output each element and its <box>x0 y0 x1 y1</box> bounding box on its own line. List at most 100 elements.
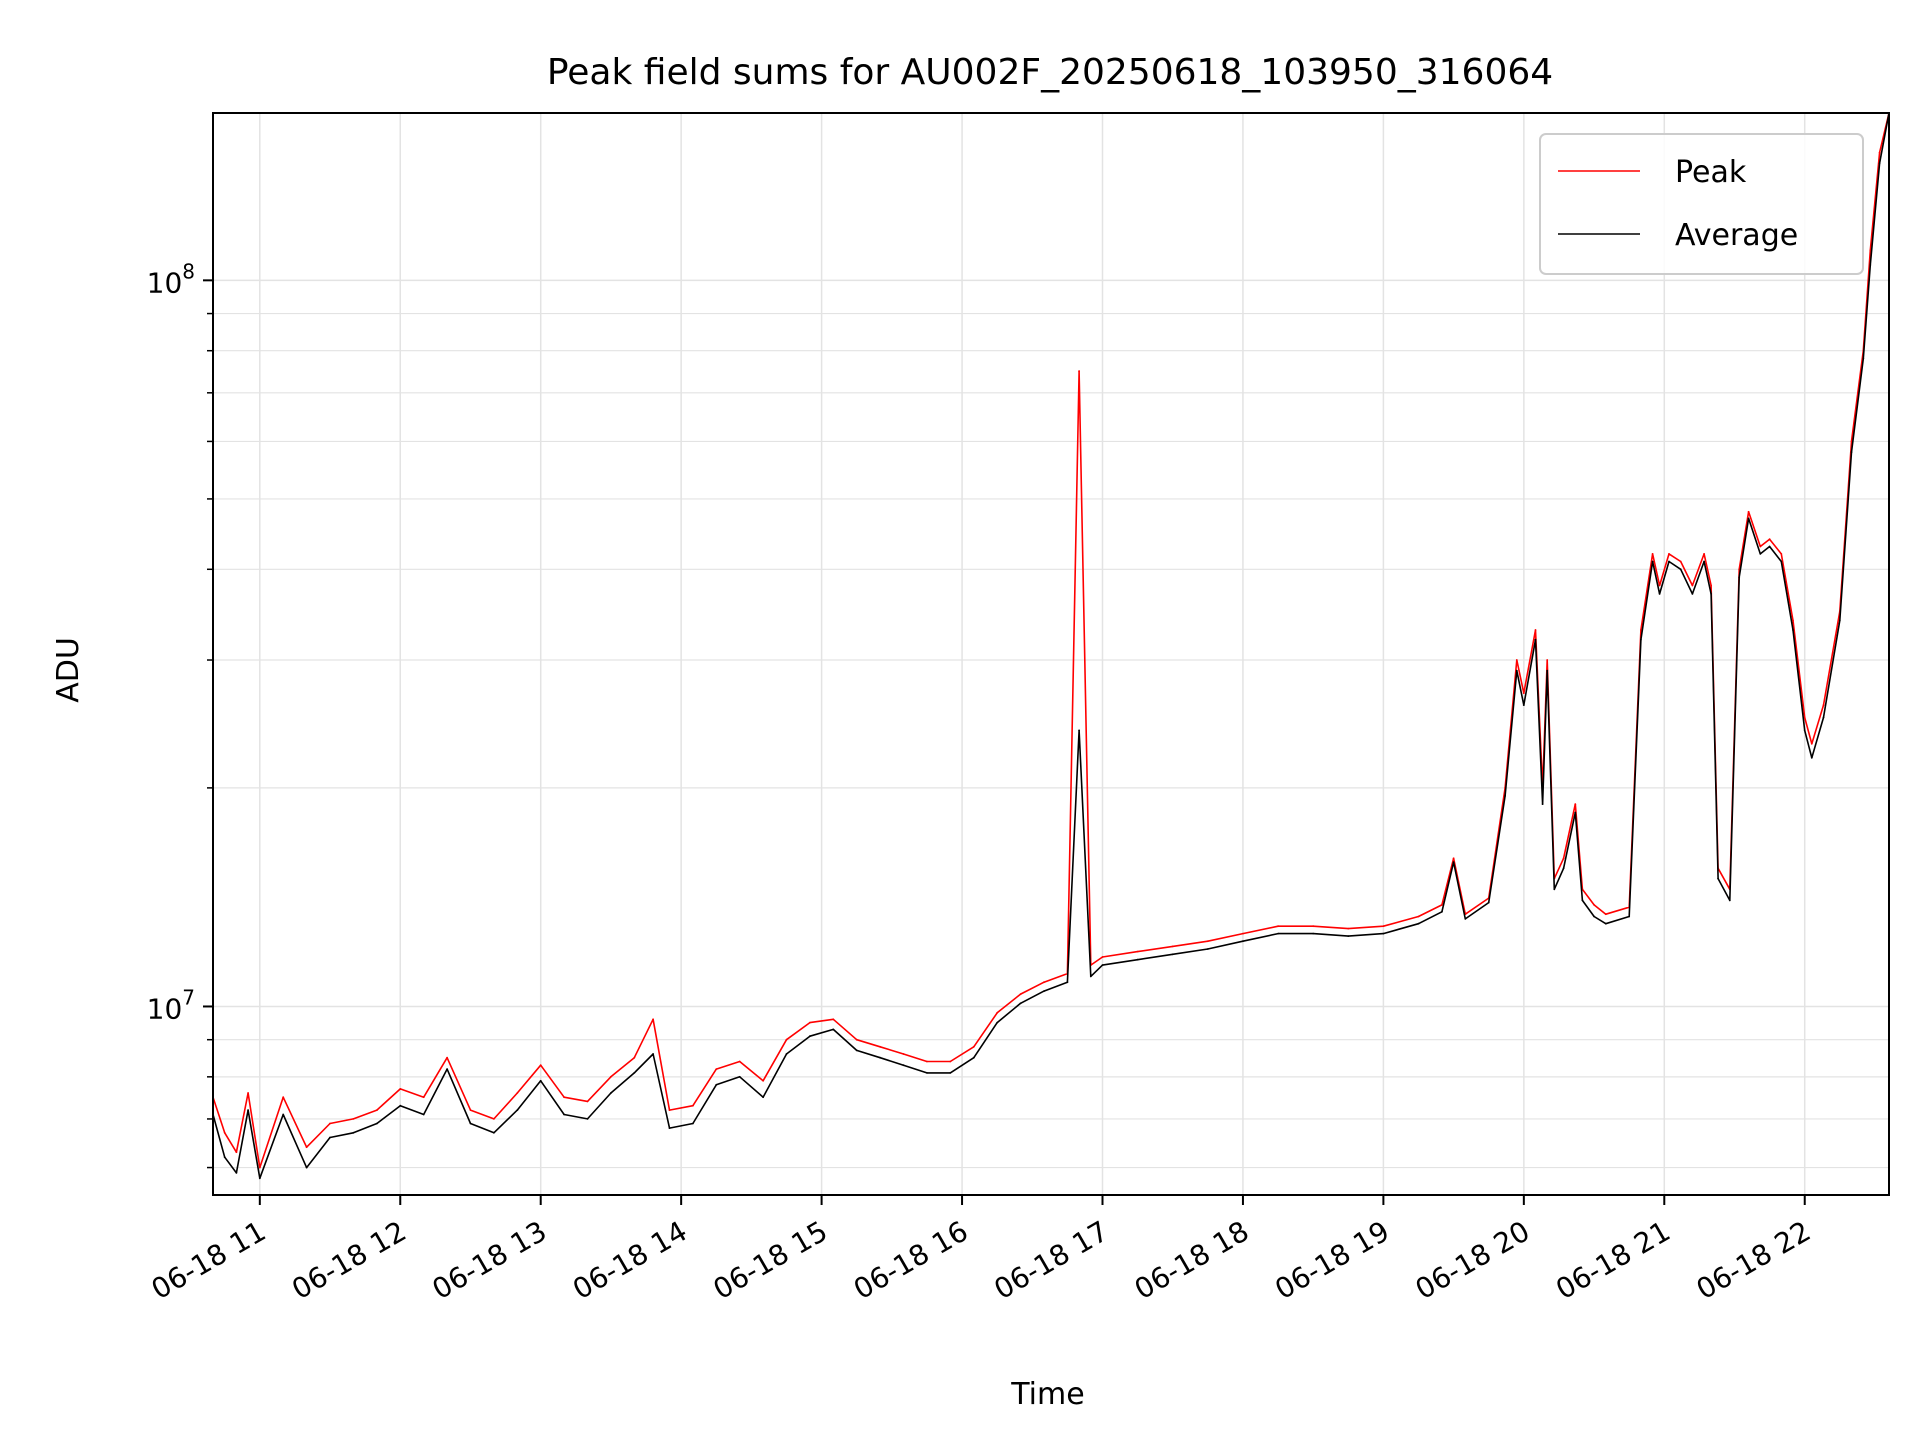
data-point-average <box>1668 560 1670 563</box>
data-point-average <box>1541 803 1544 805</box>
data-point-peak <box>1810 742 1813 745</box>
data-point-average <box>1574 811 1577 814</box>
data-point-average <box>879 1056 881 1059</box>
data-point-peak <box>879 1045 881 1048</box>
data-point-average <box>493 1131 495 1134</box>
data-point-peak <box>469 1109 472 1111</box>
data-point-average <box>539 1079 542 1082</box>
data-point-average <box>223 1156 226 1159</box>
data-point-average <box>902 1064 905 1067</box>
data-point-peak <box>282 1096 285 1099</box>
data-point-average <box>832 1028 835 1031</box>
data-point-peak <box>1822 704 1825 706</box>
data-point-average <box>1382 932 1385 935</box>
data-point-peak <box>1640 629 1642 631</box>
data-point-average <box>652 1053 654 1055</box>
data-point-average <box>1792 629 1794 631</box>
data-point-average <box>446 1068 448 1070</box>
data-point-peak <box>972 1045 975 1048</box>
legend-label-peak: Peak <box>1675 155 1747 190</box>
data-point-average <box>563 1113 565 1116</box>
data-point-average <box>1277 932 1279 935</box>
data-point-average <box>1878 162 1881 165</box>
data-point-average <box>282 1113 285 1116</box>
data-point-peak <box>1679 560 1682 563</box>
data-point-average <box>1822 716 1825 719</box>
data-point-peak <box>633 1056 636 1059</box>
data-point-peak <box>785 1038 788 1041</box>
data-point-average <box>692 1122 694 1125</box>
data-point-peak <box>1441 904 1443 906</box>
data-point-average <box>1850 451 1853 453</box>
data-point-peak <box>1780 553 1783 555</box>
data-point-peak <box>1593 904 1595 906</box>
data-point-peak <box>1869 249 1872 252</box>
data-point-peak <box>1206 940 1209 943</box>
legend-box <box>1539 133 1864 275</box>
data-point-average <box>1171 953 1174 956</box>
data-point-peak <box>493 1118 495 1120</box>
data-point-peak <box>352 1118 355 1120</box>
data-point-average <box>1504 795 1506 797</box>
series-line-peak <box>213 113 1889 1169</box>
data-point-peak <box>1803 716 1806 719</box>
data-point-peak <box>1522 692 1525 695</box>
data-point-peak <box>738 1060 741 1063</box>
data-point-peak <box>1171 945 1174 948</box>
data-point-peak <box>832 1018 835 1021</box>
data-point-average <box>1604 922 1607 925</box>
data-point-peak <box>1759 545 1762 548</box>
data-point-peak <box>1703 553 1705 555</box>
data-point-peak <box>1562 857 1565 860</box>
data-point-peak <box>1019 993 1022 995</box>
data-point-average <box>1562 867 1565 870</box>
data-point-average <box>1728 899 1731 902</box>
data-point-average <box>633 1072 636 1074</box>
data-point-peak <box>1651 553 1654 555</box>
data-point-average <box>1838 619 1841 622</box>
data-point-peak <box>1515 659 1518 661</box>
data-point-average <box>1747 517 1750 520</box>
data-point-average <box>376 1122 378 1125</box>
data-point-peak <box>235 1151 238 1154</box>
data-point-average <box>1679 568 1682 571</box>
data-point-average <box>668 1127 671 1129</box>
data-point-peak <box>399 1088 402 1090</box>
data-point-peak <box>1312 925 1315 928</box>
data-point-average <box>715 1083 718 1086</box>
data-point-average <box>1515 669 1518 672</box>
data-point-average <box>352 1131 355 1134</box>
data-point-peak <box>1043 981 1045 984</box>
data-point-average <box>855 1049 858 1052</box>
series-line-average <box>213 113 1889 1180</box>
data-point-average <box>1206 948 1209 950</box>
data-point-average <box>762 1096 764 1099</box>
data-point-peak <box>1878 151 1881 154</box>
data-point-peak <box>762 1079 764 1082</box>
data-point-average <box>1768 545 1771 548</box>
y-tick-label: 107 <box>147 985 195 1025</box>
data-point-peak <box>258 1166 261 1169</box>
data-point-average <box>1242 940 1244 943</box>
data-point-average <box>1066 981 1069 984</box>
data-point-peak <box>1574 803 1577 805</box>
data-point-average <box>1651 560 1654 563</box>
data-point-peak <box>1417 915 1420 918</box>
data-point-average <box>1640 638 1642 641</box>
data-point-average <box>422 1113 425 1116</box>
data-point-peak <box>305 1146 308 1149</box>
data-point-peak <box>1382 925 1385 928</box>
series-group <box>213 113 1889 1180</box>
data-point-peak <box>1710 584 1712 587</box>
data-point-peak <box>692 1104 694 1107</box>
data-point-peak <box>1546 659 1549 661</box>
data-point-average <box>1803 729 1806 732</box>
data-point-average <box>1593 915 1595 918</box>
y-axis-label: ADU <box>51 637 86 703</box>
data-point-average <box>1522 704 1525 706</box>
data-point-average <box>1628 915 1631 918</box>
data-point-peak <box>1242 932 1244 935</box>
data-point-average <box>1452 861 1455 864</box>
